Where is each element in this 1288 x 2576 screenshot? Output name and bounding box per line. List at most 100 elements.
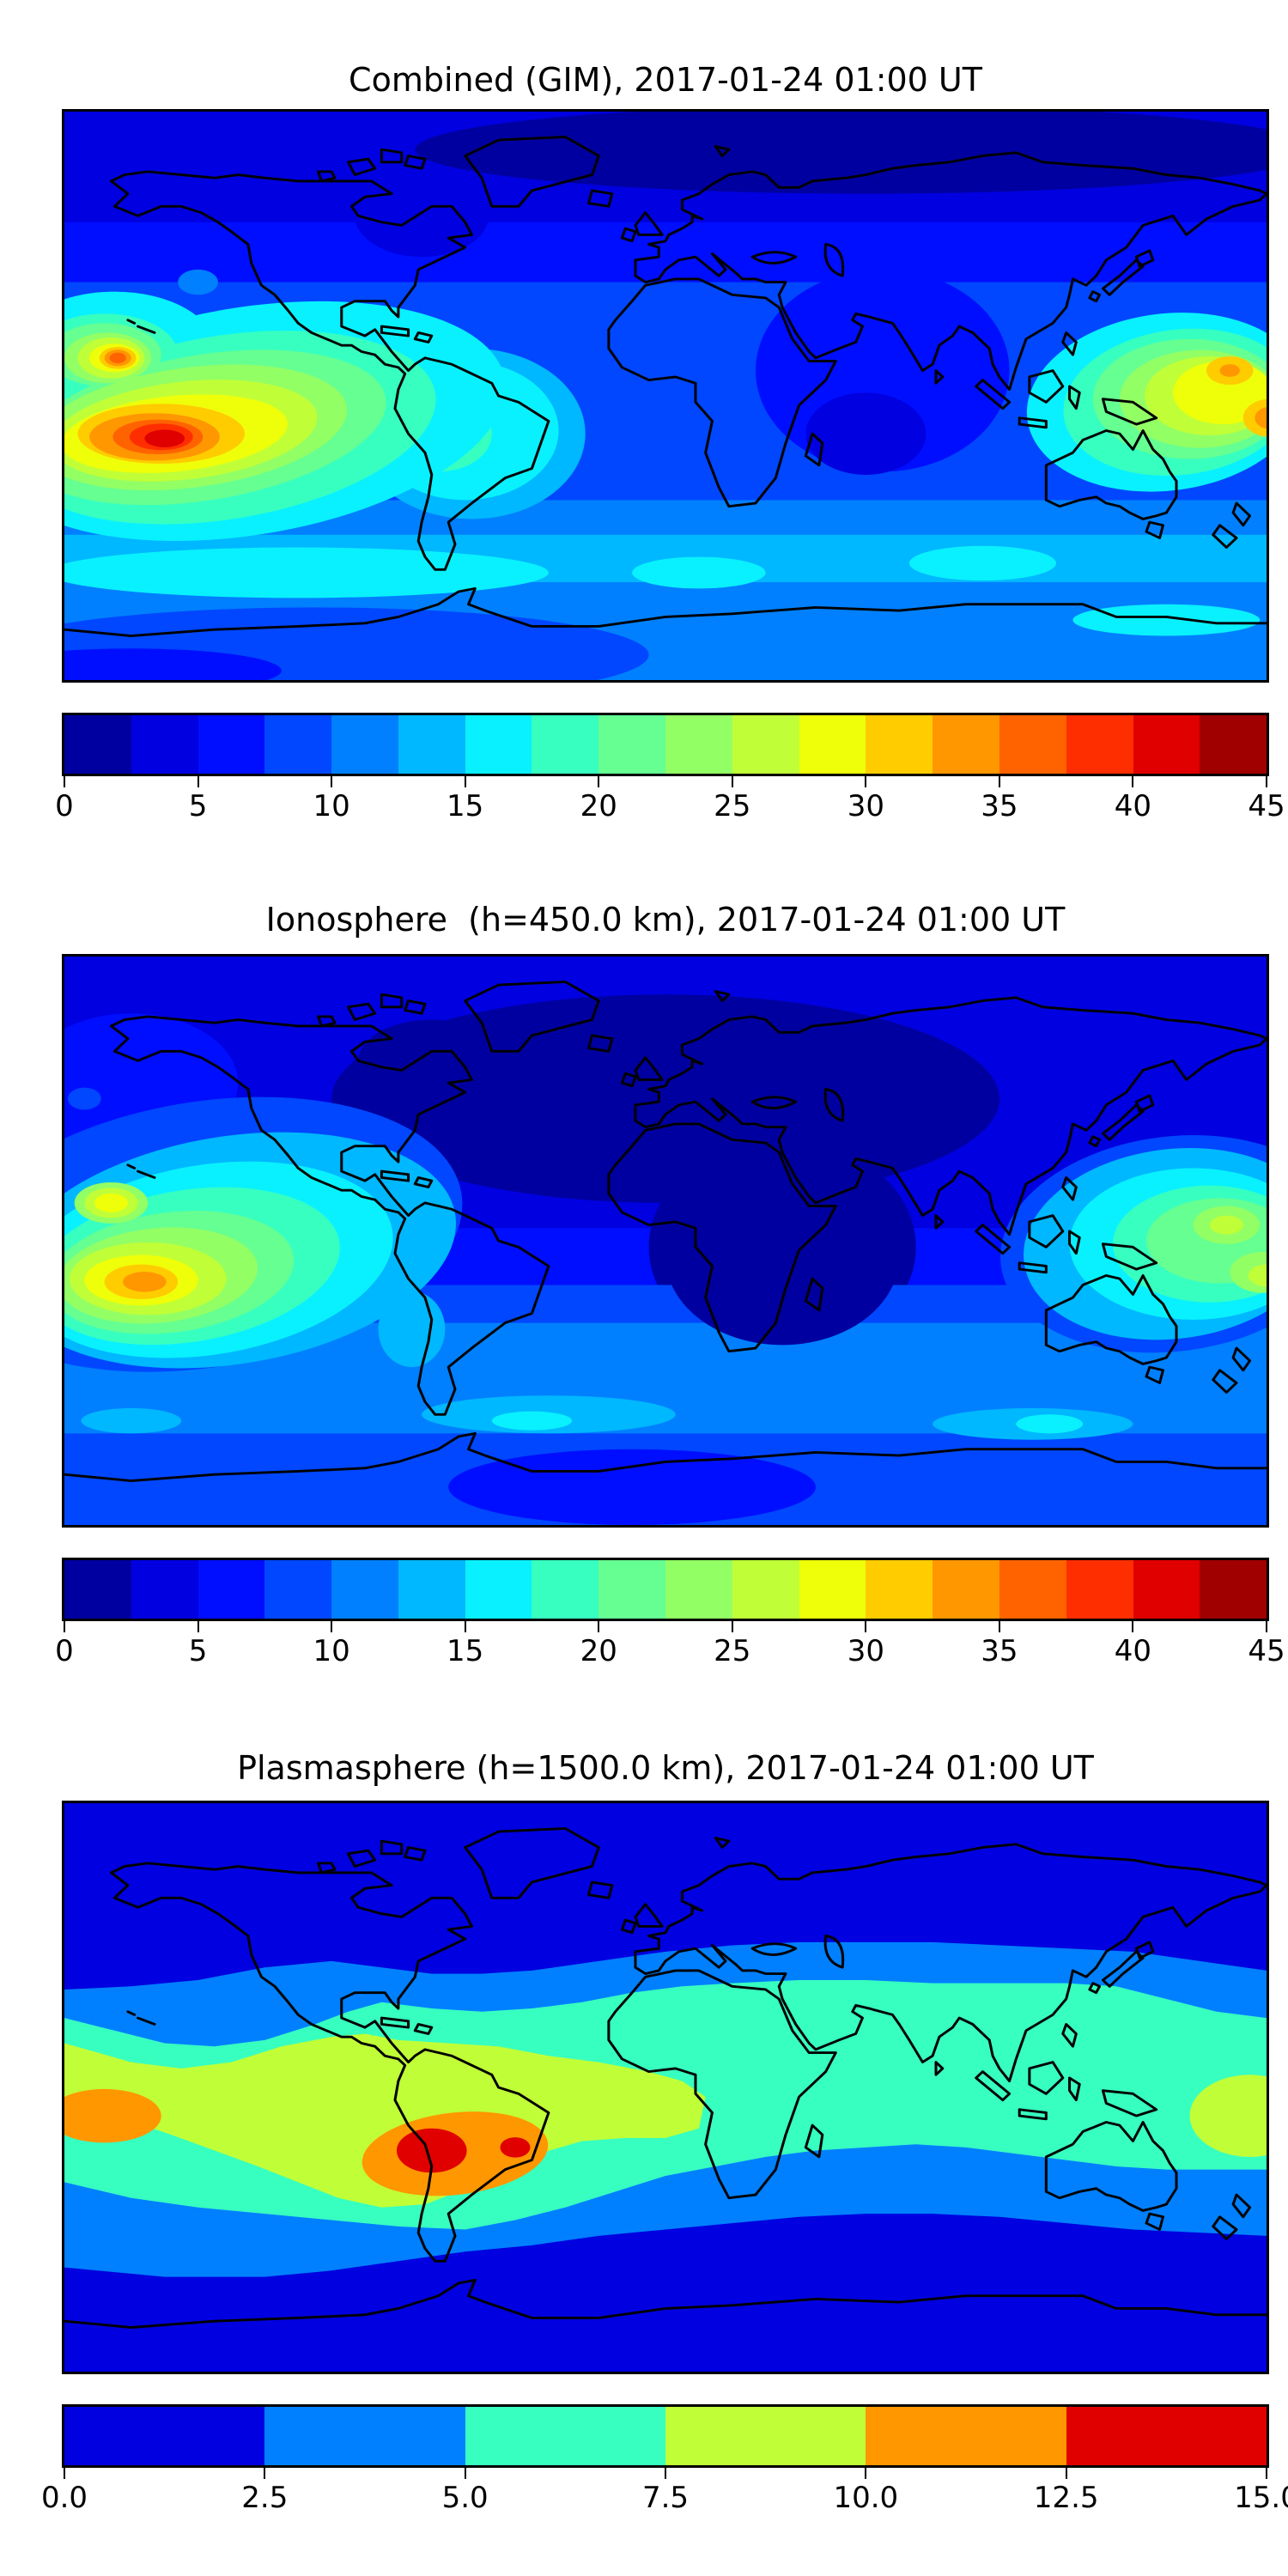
colorbar-segment (197, 715, 265, 774)
colorbar-segment (264, 715, 332, 774)
colorbar-tick (998, 776, 1000, 787)
colorbar-segment (131, 715, 198, 774)
colorbar-tick-label: 7.5 (641, 2481, 690, 2515)
colorbar-segment (665, 2407, 866, 2465)
colorbar-ticks (64, 2468, 1267, 2481)
panel1-map (62, 109, 1269, 683)
colorbar-segment (1133, 1560, 1200, 1619)
colorbar-segment (1200, 715, 1267, 774)
panel1-colorbar: 0 5 10 15 20 25 30 35 40 45 (55, 713, 1285, 827)
colorbar-segments (62, 713, 1269, 776)
colorbar-segment (665, 715, 732, 774)
colorbar-tick-label: 25 (714, 789, 751, 823)
colorbar-labels: 0 5 10 15 20 25 30 35 40 45 (55, 789, 1285, 827)
colorbar-tick-label: 40 (1114, 1634, 1152, 1668)
colorbar-segment (799, 1560, 866, 1619)
colorbar-segment (999, 1560, 1066, 1619)
colorbar-tick (598, 1621, 600, 1632)
colorbar-tick-label: 5 (188, 789, 208, 823)
colorbar-tick-label: 15.0 (1234, 2481, 1288, 2515)
colorbar-segment (64, 715, 131, 774)
colorbar-segment (331, 715, 398, 774)
colorbar-tick (1132, 776, 1134, 787)
colorbar-segment (331, 1560, 398, 1619)
colorbar-segment (1066, 715, 1133, 774)
colorbar-ticks (64, 776, 1267, 789)
colorbar-segment (465, 715, 532, 774)
colorbar-tick (1266, 1621, 1267, 1632)
colorbar-tick (197, 1621, 199, 1632)
colorbar-tick-label: 2.5 (241, 2481, 289, 2515)
colorbar-tick-label: 30 (847, 789, 884, 823)
panel2-title: Ionosphere (h=450.0 km), 2017-01-24 01:0… (265, 901, 1066, 939)
colorbar-tick (1266, 2468, 1267, 2479)
panel1-title: Combined (GIM), 2017-01-24 01:00 UT (349, 61, 982, 99)
colorbar-labels: 0.0 2.5 5.0 7.5 10.0 12.5 15.0 (41, 2481, 1288, 2518)
colorbar-tick-label: 35 (981, 789, 1018, 823)
colorbar-segment (933, 1560, 999, 1619)
colorbar-tick-label: 25 (714, 1634, 751, 1668)
colorbar-tick (1266, 776, 1267, 787)
colorbar-tick-label: 5 (188, 1634, 208, 1668)
colorbar-tick-label: 0.0 (40, 2481, 88, 2515)
panel2-map (62, 954, 1269, 1528)
colorbar-segment (598, 1560, 666, 1619)
colorbar-tick (197, 776, 199, 787)
panel1-contour-map (64, 112, 1267, 680)
colorbar-tick (665, 2468, 666, 2479)
colorbar-tick-label: 40 (1114, 789, 1152, 823)
colorbar-tick (331, 776, 333, 787)
colorbar-tick-label: 45 (1248, 789, 1285, 823)
colorbar-segment (64, 1560, 131, 1619)
colorbar-tick (998, 1621, 1000, 1632)
colorbar-segment (933, 715, 999, 774)
colorbar-tick-label: 10 (313, 1634, 350, 1668)
colorbar-ticks (64, 1621, 1267, 1634)
colorbar-tick-label: 0 (55, 1634, 74, 1668)
colorbar-segment (264, 2407, 465, 2465)
colorbar-tick-label: 45 (1248, 1634, 1285, 1668)
colorbar-segment (197, 1560, 265, 1619)
colorbar-segment (732, 715, 799, 774)
colorbar-segment (799, 715, 866, 774)
colorbar-segment (465, 2407, 665, 2465)
colorbar-segment (532, 715, 599, 774)
panel3-colorbar: 0.0 2.5 5.0 7.5 10.0 12.5 15.0 (41, 2404, 1288, 2518)
panel2-contour-map (64, 957, 1267, 1525)
colorbar-tick-label: 5.0 (441, 2481, 489, 2515)
colorbar-tick-label: 0 (55, 789, 74, 823)
colorbar-tick-label: 12.5 (1033, 2481, 1099, 2515)
colorbar-tick (464, 2468, 466, 2479)
colorbar-tick-label: 35 (981, 1634, 1018, 1668)
colorbar-tick (464, 776, 466, 787)
colorbar-segments (62, 2404, 1269, 2468)
colorbar-segment (1200, 1560, 1267, 1619)
colorbar-segment (131, 1560, 198, 1619)
colorbar-segment (732, 1560, 799, 1619)
colorbar-tick (598, 776, 600, 787)
colorbar-tick (64, 2468, 65, 2479)
colorbar-segment (532, 1560, 599, 1619)
colorbar-segment (1066, 1560, 1133, 1619)
colorbar-segment (866, 1560, 933, 1619)
colorbar-segment (866, 715, 933, 774)
colorbar-segment (398, 715, 465, 774)
colorbar-tick (64, 1621, 65, 1632)
colorbar-tick (64, 776, 65, 787)
colorbar-tick (1132, 1621, 1134, 1632)
colorbar-tick (865, 2468, 867, 2479)
colorbar-segment (465, 1560, 532, 1619)
panel3-map (62, 1801, 1269, 2374)
colorbar-tick-label: 20 (580, 1634, 617, 1668)
colorbar-tick-label: 10.0 (833, 2481, 899, 2515)
colorbar-segment (665, 1560, 732, 1619)
colorbar-segment (398, 1560, 465, 1619)
colorbar-segment (1066, 2407, 1267, 2465)
colorbar-segment (1133, 715, 1200, 774)
colorbar-tick (865, 776, 867, 787)
colorbar-tick-label: 30 (847, 1634, 884, 1668)
colorbar-tick-label: 20 (580, 789, 617, 823)
colorbar-segment (999, 715, 1066, 774)
colorbar-tick (1065, 2468, 1067, 2479)
colorbar-tick-label: 15 (447, 1634, 484, 1668)
